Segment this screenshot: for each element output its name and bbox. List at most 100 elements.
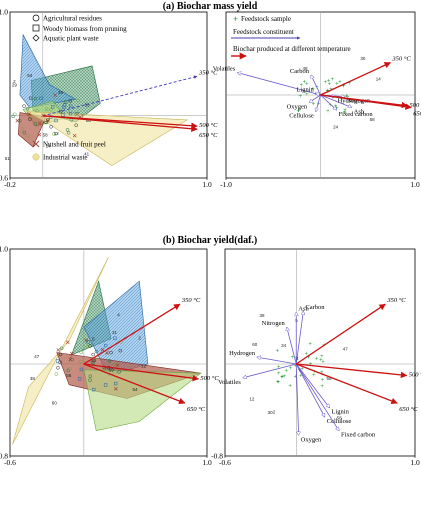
sample-number: 58 — [43, 133, 49, 138]
sample-marker — [118, 348, 123, 353]
temperature-arrow — [42, 75, 198, 117]
constituent-label: Lignin — [332, 409, 350, 416]
constituent-label: Oxygen — [287, 103, 308, 110]
sample-number: 14 — [46, 144, 52, 149]
constituent-label: Ash — [298, 305, 309, 312]
sample-plus: + — [276, 380, 280, 386]
sample-marker — [117, 370, 121, 374]
temperature-label: 350 °C — [386, 297, 406, 304]
sample-number: 41 — [84, 151, 90, 156]
sample-marker — [17, 119, 22, 123]
y-tick-label: 1.0 — [0, 8, 8, 17]
sample-number: 58 — [337, 415, 343, 420]
sample-marker — [46, 117, 50, 122]
sample-marker — [91, 352, 95, 357]
sample-marker — [90, 360, 95, 364]
sample-number: 47 — [34, 354, 40, 359]
sample-marker — [54, 132, 58, 136]
temperature-label: 650 °C — [413, 110, 421, 117]
sample-marker — [74, 123, 78, 128]
sample-marker — [37, 132, 42, 137]
sample-number: 2 — [138, 335, 141, 340]
sample-marker — [25, 107, 30, 111]
sample-marker — [76, 98, 80, 103]
sample-marker — [13, 112, 17, 117]
y-tick-label: -0.8 — [211, 452, 223, 461]
sample-plus: + — [303, 79, 307, 85]
sample-marker — [27, 112, 31, 116]
temperature-arrow — [320, 94, 412, 110]
temperature-label: 500 °C — [409, 372, 421, 379]
sample-marker — [115, 363, 120, 368]
circle-icon — [32, 14, 40, 22]
sample-plus: + — [315, 356, 319, 362]
sample-plus: + — [298, 94, 302, 100]
constituent-label: Nitrogen — [347, 98, 371, 105]
sample-marker — [113, 336, 117, 340]
sample-plus: + — [317, 102, 321, 108]
sample-marker — [78, 359, 83, 364]
constituent-arrow — [243, 363, 297, 378]
sample-marker — [39, 96, 43, 101]
sample-plus: + — [320, 372, 324, 378]
sample-plus: + — [282, 374, 286, 380]
constituent-label: Volatiles — [218, 379, 241, 386]
sample-marker — [61, 113, 65, 117]
sample-number: 12 — [249, 396, 255, 401]
constituent-arrow — [316, 93, 321, 95]
sample-plus: + — [343, 107, 347, 113]
sample-plus: + — [346, 94, 350, 100]
constituent-label: Cellulose — [289, 113, 314, 120]
sample-plus: + — [297, 109, 301, 115]
constituent-label: Hydrogen — [229, 350, 256, 357]
sample-number: 4 — [296, 356, 299, 361]
sample-marker — [101, 367, 106, 371]
sample-marker — [109, 350, 113, 355]
sample-marker — [68, 366, 72, 371]
variable-legend: + Feedstock sample Feedstock constituent… — [231, 14, 351, 60]
constituent-arrow — [320, 94, 337, 110]
sample-marker — [22, 104, 26, 108]
sample-plus: + — [328, 82, 332, 88]
sample-plus: + — [281, 375, 285, 381]
cross-icon — [32, 140, 40, 148]
sample-marker — [46, 118, 50, 123]
sample-number: 12 — [54, 131, 60, 136]
x-tick-label: -0.2 — [4, 180, 16, 189]
legend-industrial: Industrial waste — [43, 154, 88, 162]
diamond-icon — [32, 34, 40, 42]
sample-plus: + — [327, 79, 331, 85]
sample-marker — [92, 387, 96, 392]
sample-marker — [69, 351, 74, 356]
sample-plus: + — [305, 81, 309, 87]
sample-marker — [72, 133, 77, 138]
sample-marker — [58, 352, 63, 357]
square-icon — [32, 24, 40, 32]
temperature-arrow — [296, 363, 408, 379]
sample-plus: + — [320, 370, 324, 376]
sample-marker — [113, 381, 118, 386]
sample-number: 30 — [268, 410, 274, 415]
temperature-label: 350 °C — [198, 69, 218, 76]
legend-aquatic: Aquatic plant waste — [43, 35, 99, 43]
temperature-arrow — [295, 303, 386, 365]
sample-plus: + — [320, 354, 324, 360]
temperature-arrow — [42, 115, 198, 132]
constituent-arrow — [287, 327, 297, 365]
x-tick-label: -0.6 — [4, 458, 16, 467]
sample-number: 59 — [327, 376, 333, 381]
x-tick-label: 1.0 — [410, 180, 420, 189]
sample-plus: + — [338, 80, 342, 86]
legend-nutshell: Nutshell and fruit peel — [43, 141, 106, 149]
sample-marker — [79, 350, 83, 355]
sample-plus: + — [314, 92, 318, 98]
constituent-arrow — [295, 363, 298, 435]
sample-plus: + — [304, 352, 308, 358]
sample-marker — [54, 118, 58, 123]
constituent-arrow — [316, 94, 321, 112]
sample-marker — [86, 340, 90, 344]
constituent-arrow — [295, 363, 325, 417]
sample-number: 4 — [117, 312, 120, 317]
sample-plus: + — [343, 110, 347, 116]
